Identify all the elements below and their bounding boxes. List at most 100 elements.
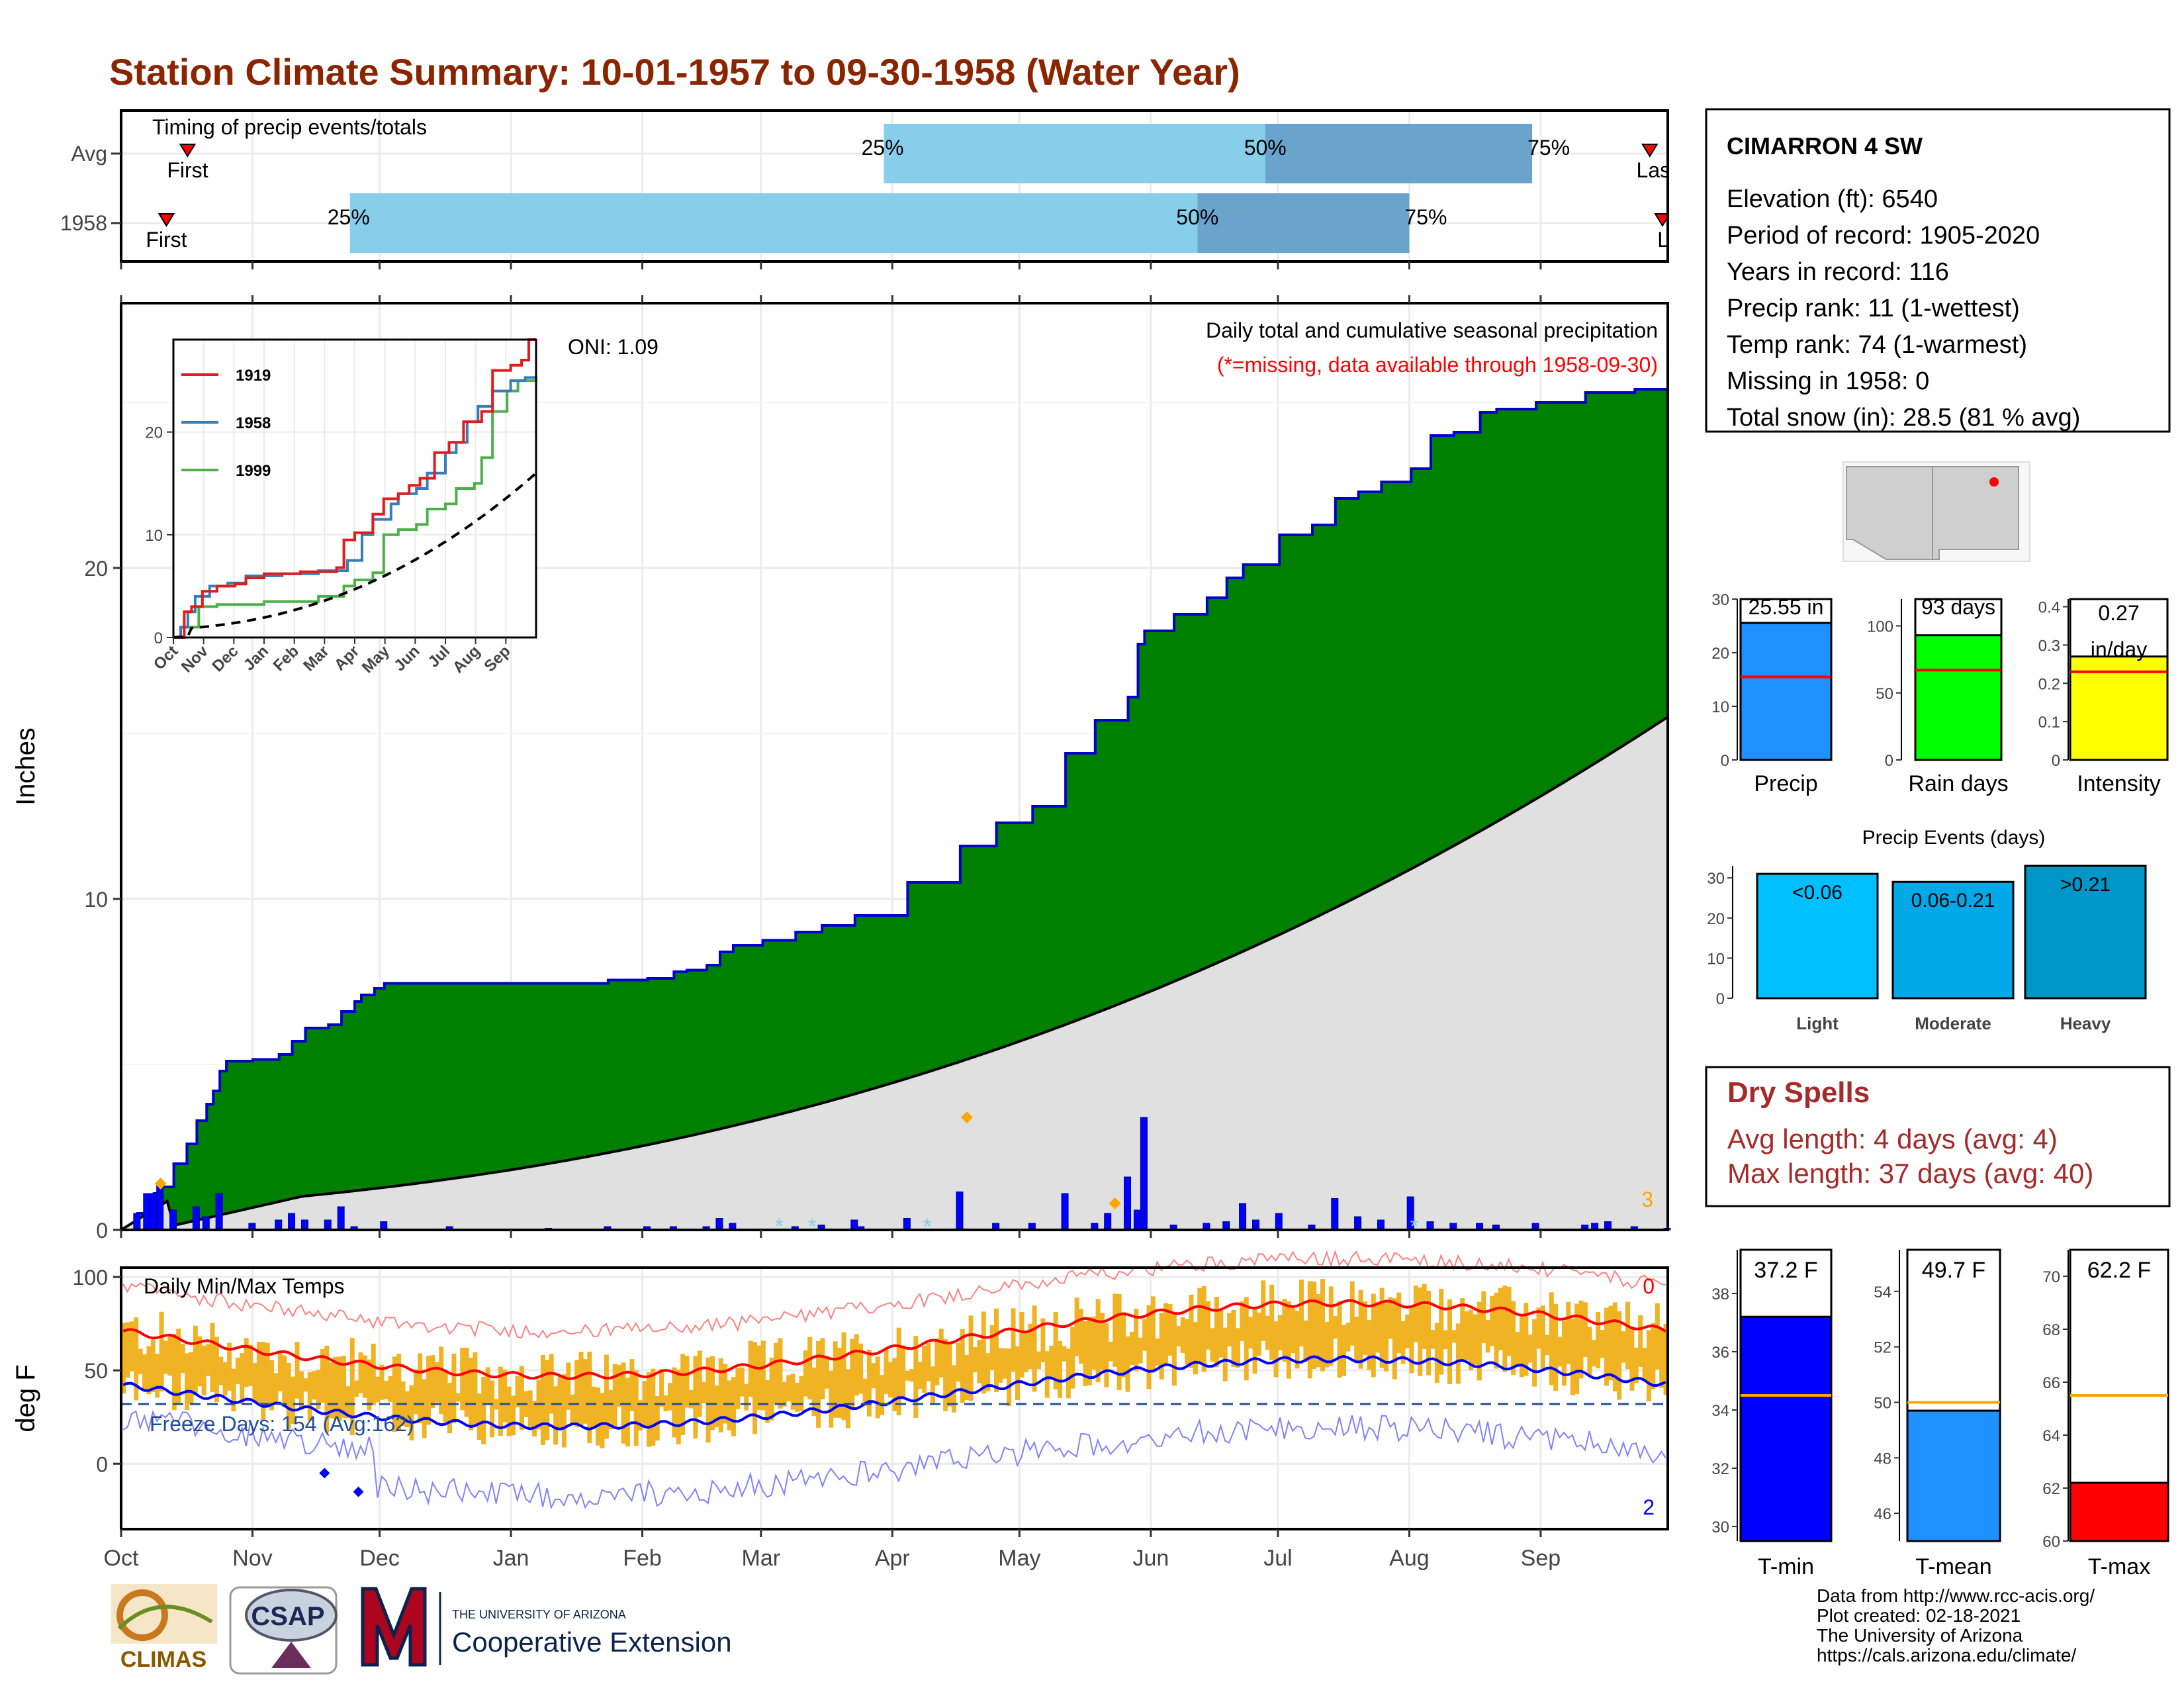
daily-temp-bar [328, 1362, 334, 1419]
summary-bar [2069, 655, 2169, 761]
daily-temp-bar [1015, 1346, 1020, 1401]
temp-y-tick-label: 100 [73, 1266, 108, 1289]
last-event-label: Last [1637, 158, 1677, 182]
daily-temp-bar [1570, 1319, 1575, 1395]
daily-temp-bar [180, 1344, 185, 1374]
temp-bar [2069, 1481, 2169, 1542]
daily-precip-bar [1354, 1216, 1362, 1231]
daily-temp-bar [434, 1362, 439, 1403]
daily-temp-bar [760, 1340, 766, 1411]
daily-temp-bar [566, 1362, 571, 1410]
daily-temp-bar [1582, 1302, 1588, 1357]
daily-temp-bar [1557, 1336, 1563, 1367]
daily-temp-bar [540, 1354, 545, 1445]
daily-temp-bar [316, 1370, 321, 1410]
daily-temp-bar [1418, 1288, 1423, 1376]
daily-temp-bar [676, 1370, 681, 1444]
temp-bar [1739, 1315, 1833, 1542]
missing-data-note: (*=missing, data available through 1958-… [1217, 353, 1658, 377]
daily-temp-bar [511, 1395, 516, 1436]
daily-temp-bar [549, 1354, 554, 1414]
daily-temp-bar [261, 1342, 266, 1421]
ua-logo-big-text: Cooperative Extension [452, 1626, 732, 1658]
daily-precip-bar [275, 1219, 283, 1231]
daily-temp-bar [265, 1342, 270, 1407]
daily-temp-bar [1527, 1335, 1533, 1363]
daily-temp-bar [1150, 1296, 1156, 1370]
summary-bar-tick-label: 0.1 [2038, 714, 2060, 731]
daily-temp-bar [1328, 1286, 1334, 1366]
daily-temp-bar [672, 1367, 677, 1438]
inset-legend-label: 1958 [236, 414, 271, 432]
daily-temp-bar [1409, 1305, 1414, 1374]
events-tick-label: 30 [1707, 870, 1725, 888]
record-precip-marker [1109, 1197, 1121, 1209]
daily-temp-bar [1295, 1310, 1300, 1369]
daily-temp-bar [850, 1338, 855, 1411]
daily-temp-bar [367, 1359, 372, 1411]
daily-temp-bar [447, 1383, 453, 1434]
daily-temp-bar [1612, 1302, 1617, 1392]
daily-temp-bar [866, 1349, 872, 1417]
daily-temp-bar [1532, 1319, 1537, 1387]
daily-temp-bar [625, 1378, 630, 1447]
temp-bar-tick-label: 68 [2042, 1321, 2060, 1339]
daily-temp-bar [824, 1355, 829, 1389]
temp-bar-tick-label: 30 [1711, 1519, 1729, 1536]
temp-bar [1906, 1409, 2001, 1542]
daily-temp-bar [1651, 1323, 1656, 1389]
event-category-label: Heavy [2060, 1013, 2111, 1033]
daily-temp-bar [1138, 1337, 1143, 1364]
daily-precip-bar [1140, 1117, 1148, 1231]
daily-temp-bar [349, 1338, 355, 1436]
daily-temp-bar [1261, 1280, 1266, 1341]
daily-temp-bar [371, 1343, 376, 1406]
daily-temp-bar [1515, 1332, 1520, 1366]
station-location-dot [1989, 477, 1999, 487]
daily-temp-bar [1206, 1301, 1211, 1350]
daily-temp-bar [269, 1360, 275, 1411]
record-max-line [122, 1249, 1666, 1339]
daily-temp-bar [312, 1371, 317, 1400]
month-tick-label: Dec [359, 1546, 399, 1571]
daily-temp-bar [1655, 1303, 1660, 1370]
daily-temp-bar [1396, 1292, 1402, 1354]
daily-temp-bar [1028, 1323, 1033, 1370]
summary-bar-tick-label: 0 [1885, 752, 1893, 770]
daily-temp-bar [557, 1376, 563, 1429]
daily-temp-bar [150, 1339, 156, 1392]
daily-temp-bar [854, 1334, 859, 1396]
daily-temp-bar [837, 1347, 842, 1419]
temp-bar-label: T-min [1758, 1554, 1814, 1579]
missing-data-marker: * [1410, 1214, 1419, 1239]
daily-temp-bar [1604, 1307, 1609, 1386]
daily-temp-bar [922, 1346, 927, 1393]
daily-temp-bar [1201, 1286, 1206, 1372]
daily-temp-bar [943, 1339, 948, 1411]
precip-panel-border [120, 302, 1669, 1231]
daily-temp-bar [1053, 1311, 1058, 1389]
daily-temp-bar [1244, 1297, 1249, 1381]
daily-temp-bar [1388, 1297, 1393, 1339]
daily-temp-bar [515, 1376, 520, 1407]
daily-temp-bar [655, 1396, 660, 1441]
events-tick-label: 20 [1707, 910, 1725, 928]
daily-precip-bar [143, 1193, 151, 1231]
timing-row-label: Avg [71, 142, 107, 165]
station-info-line: Period of record: 1905-2020 [1727, 222, 2040, 250]
daily-temp-bar [1405, 1314, 1410, 1348]
daily-temp-bar [1002, 1348, 1007, 1379]
daily-temp-bar [1498, 1288, 1503, 1350]
daily-precip-bar [715, 1218, 723, 1231]
daily-temp-bar [790, 1374, 796, 1410]
daily-temp-bar [409, 1385, 414, 1440]
daily-temp-bar [1473, 1314, 1478, 1365]
daily-temp-bar [1074, 1297, 1079, 1356]
station-info-line: Precip rank: 11 (1-wettest) [1727, 295, 2020, 322]
daily-temp-bar [709, 1356, 715, 1430]
daily-temp-bar [362, 1355, 367, 1398]
summary-bar-tick-label: 0.4 [2038, 599, 2060, 617]
oni-label: ONI: 1.09 [568, 335, 659, 359]
temp-bar-value: 49.7 F [1922, 1258, 1985, 1283]
temp-bar-tick-label: 62 [2042, 1480, 2060, 1498]
